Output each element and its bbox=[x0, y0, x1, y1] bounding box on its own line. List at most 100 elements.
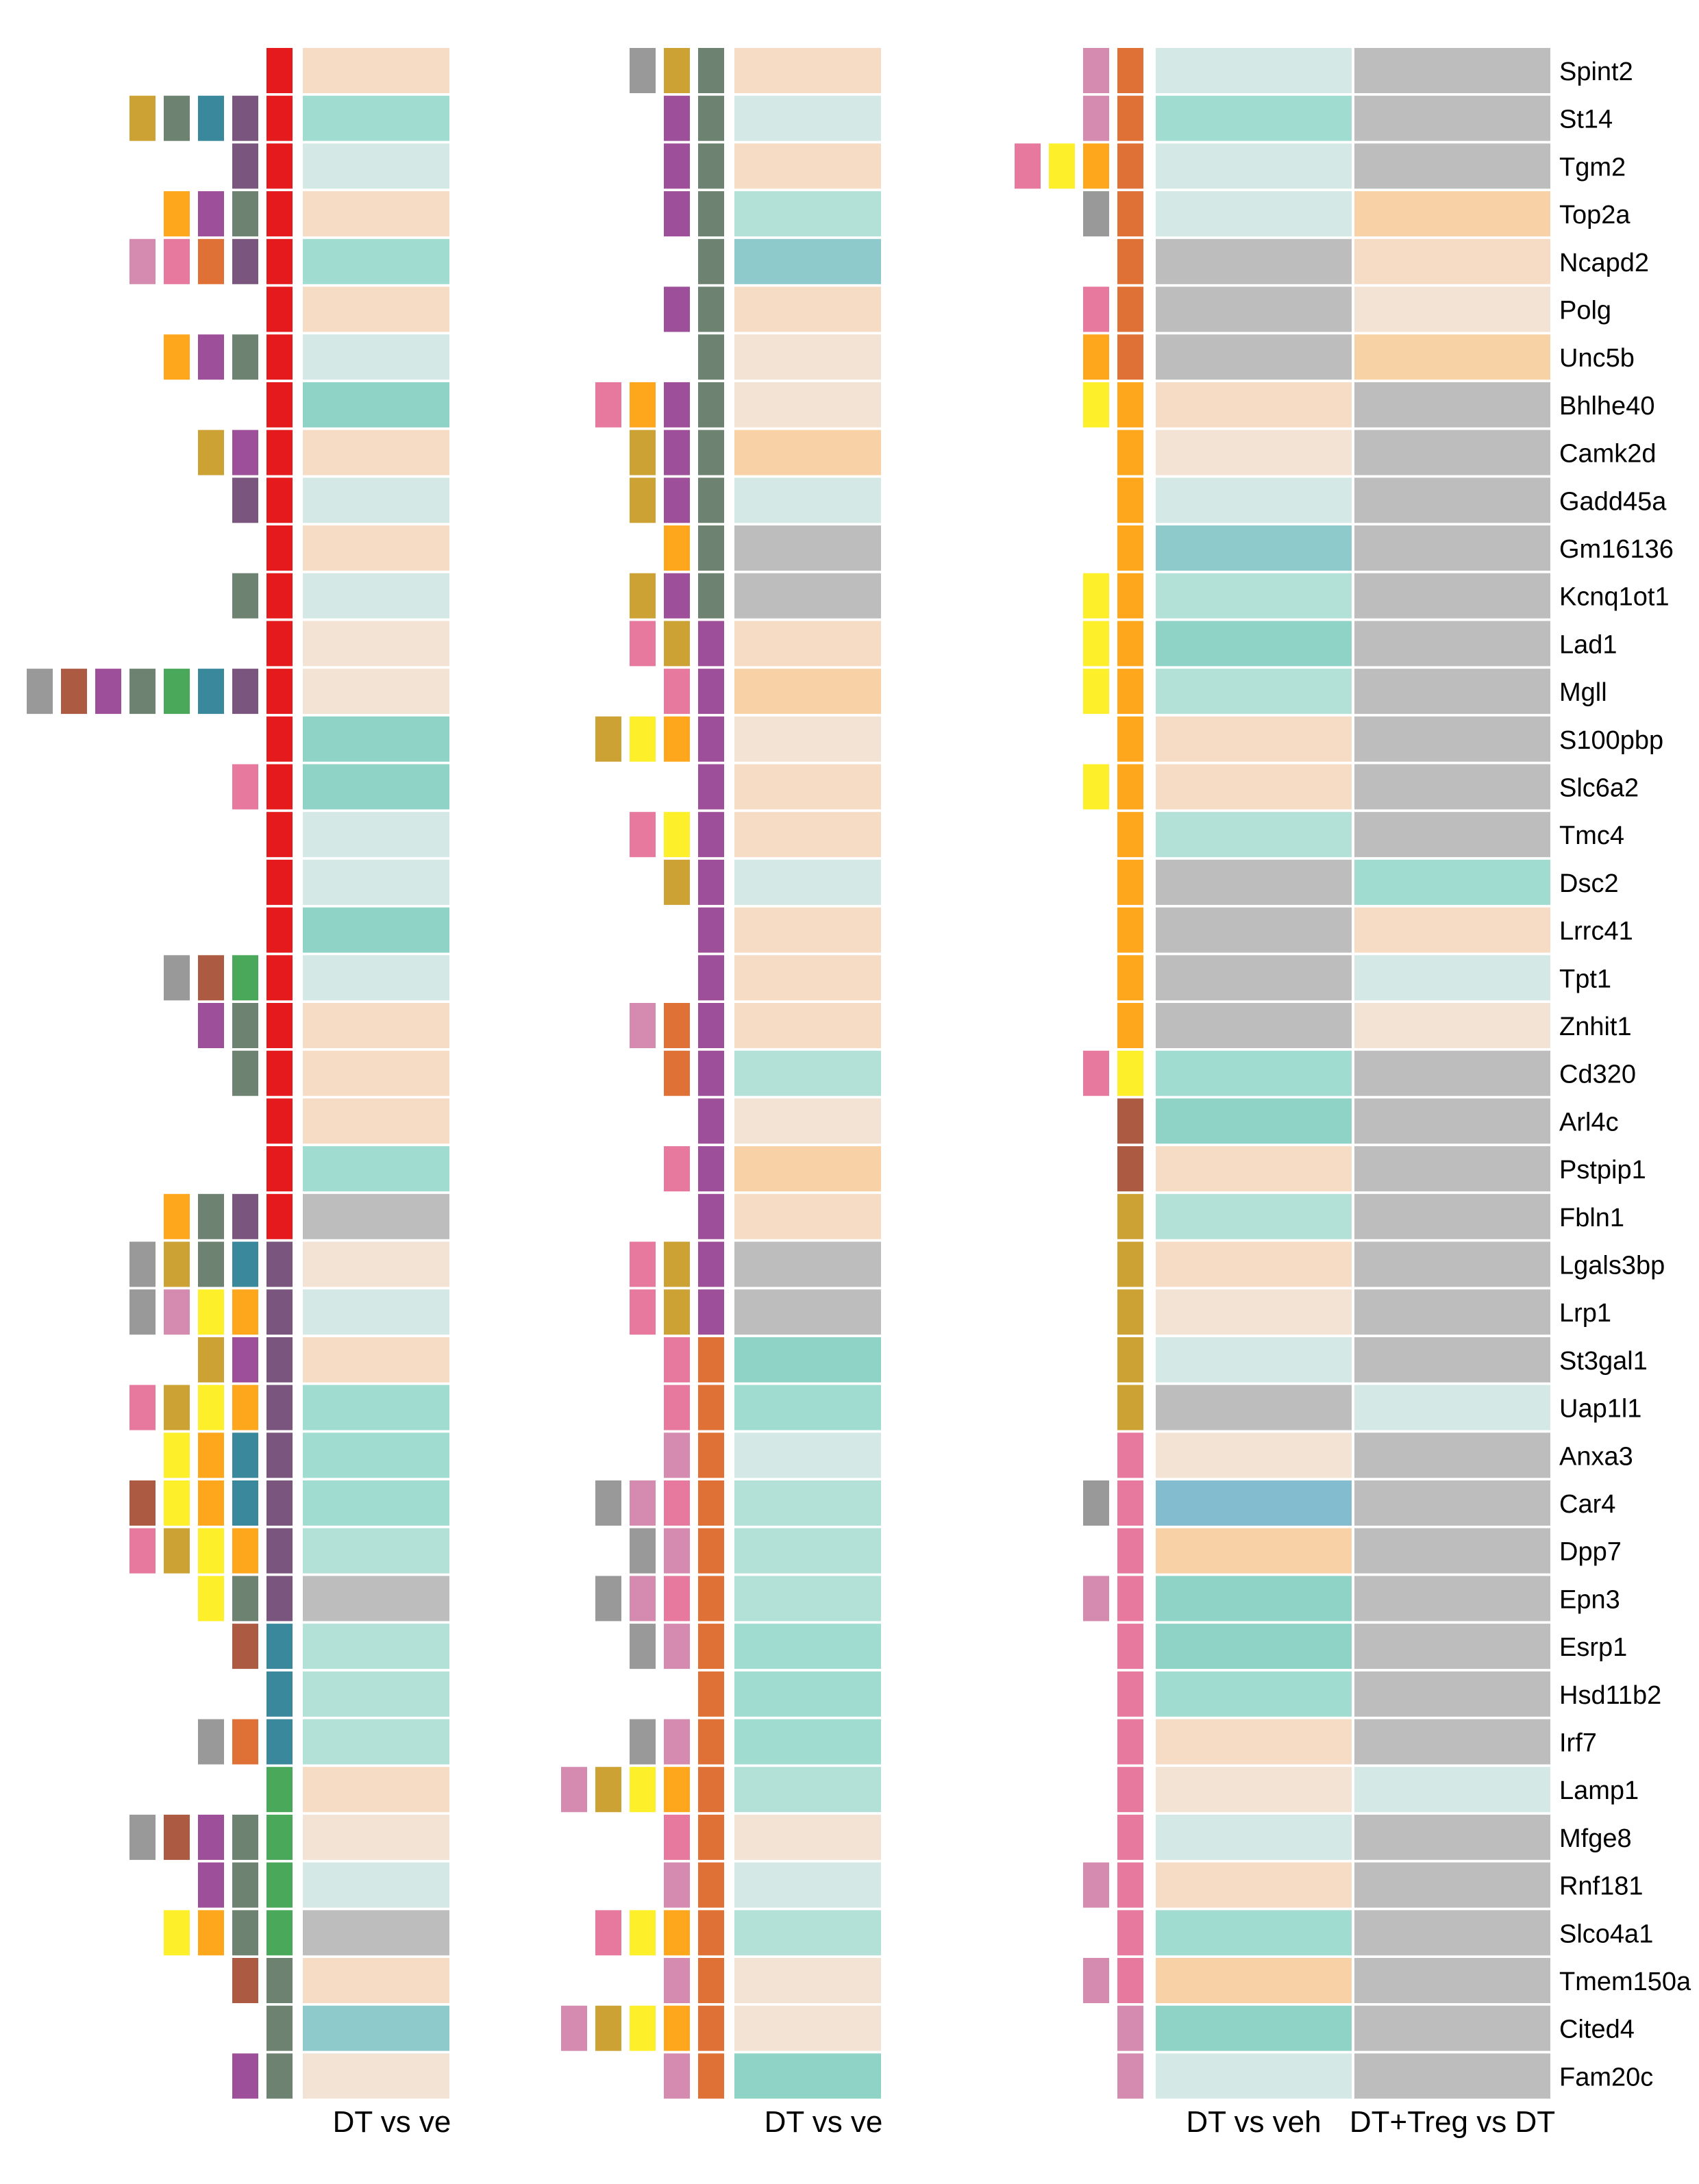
category-square bbox=[198, 1385, 224, 1430]
category-square bbox=[1083, 286, 1109, 332]
category-square bbox=[630, 716, 656, 762]
panel-1: DT vs ve bbox=[27, 48, 451, 2139]
category-square bbox=[1083, 764, 1109, 810]
category-square bbox=[664, 1576, 690, 1622]
category-square bbox=[664, 525, 690, 571]
heatmap-cell bbox=[1354, 477, 1550, 523]
category-square bbox=[266, 95, 293, 141]
heatmap-cell bbox=[734, 2005, 881, 2051]
category-square bbox=[232, 334, 258, 380]
heatmap-cell bbox=[1354, 669, 1550, 715]
category-square bbox=[698, 286, 724, 332]
heatmap-cell bbox=[1156, 1719, 1352, 1765]
category-square bbox=[232, 1814, 258, 1860]
heatmap-cell bbox=[1354, 1576, 1550, 1622]
heatmap-cell bbox=[303, 1003, 449, 1048]
category-square bbox=[595, 2005, 621, 2051]
category-square bbox=[164, 334, 190, 380]
x-axis-label: DT vs veh bbox=[1186, 2105, 1321, 2139]
heatmap-cell bbox=[303, 143, 449, 189]
panel-2: DT vs ve bbox=[561, 48, 882, 2139]
category-square bbox=[266, 955, 293, 1001]
heatmap-cell bbox=[734, 1767, 881, 1813]
category-square bbox=[1117, 1146, 1143, 1192]
heatmap-cell bbox=[1354, 525, 1550, 571]
heatmap-cell bbox=[1156, 1432, 1352, 1478]
category-square bbox=[266, 1003, 293, 1048]
category-square bbox=[266, 143, 293, 189]
category-square bbox=[1117, 143, 1143, 189]
heatmap-cell bbox=[1156, 1814, 1352, 1860]
heatmap-cell bbox=[1156, 1146, 1352, 1192]
heatmap-cell bbox=[734, 716, 881, 762]
category-square bbox=[232, 1385, 258, 1430]
category-square bbox=[164, 669, 190, 715]
category-square bbox=[698, 1050, 724, 1096]
heatmap-cell bbox=[734, 1671, 881, 1717]
heatmap-cell bbox=[1156, 382, 1352, 427]
heatmap-cell bbox=[1156, 764, 1352, 810]
category-square bbox=[630, 573, 656, 619]
row-label: Spint2 bbox=[1559, 58, 1633, 86]
row-label: Tmem150a bbox=[1559, 1968, 1691, 1996]
panel-3: DT vs veh DT+Treg vs DT bbox=[1015, 48, 1555, 2139]
heatmap-cell bbox=[1354, 1624, 1550, 1670]
heatmap-cell bbox=[1354, 286, 1550, 332]
category-square bbox=[198, 334, 224, 380]
category-square bbox=[664, 812, 690, 858]
category-square bbox=[164, 1528, 190, 1574]
heatmap-cell bbox=[1156, 573, 1352, 619]
row-label: Rnf181 bbox=[1559, 1872, 1644, 1901]
category-square bbox=[664, 382, 690, 427]
category-square bbox=[266, 1432, 293, 1478]
heatmap-cell bbox=[303, 1910, 449, 1956]
category-square bbox=[198, 1910, 224, 1956]
category-square bbox=[698, 1193, 724, 1239]
category-square bbox=[266, 1385, 293, 1430]
category-square bbox=[266, 2005, 293, 2051]
heatmap-cell bbox=[1156, 95, 1352, 141]
category-square bbox=[698, 573, 724, 619]
category-square bbox=[266, 334, 293, 380]
category-square bbox=[198, 1289, 224, 1335]
category-square bbox=[1117, 191, 1143, 237]
category-square bbox=[232, 955, 258, 1001]
heatmap-cell bbox=[1354, 1528, 1550, 1574]
heatmap-cell bbox=[303, 621, 449, 667]
heatmap-cell bbox=[303, 1050, 449, 1096]
category-square bbox=[698, 477, 724, 523]
category-square bbox=[698, 1480, 724, 1526]
category-square bbox=[1117, 859, 1143, 905]
category-square bbox=[698, 1624, 724, 1670]
category-square bbox=[164, 191, 190, 237]
heatmap-cell bbox=[734, 1528, 881, 1574]
heatmap-cell bbox=[734, 1146, 881, 1192]
category-square bbox=[1117, 716, 1143, 762]
heatmap-cell bbox=[734, 477, 881, 523]
category-square bbox=[266, 477, 293, 523]
category-square bbox=[630, 2005, 656, 2051]
category-square bbox=[698, 1432, 724, 1478]
category-square bbox=[664, 669, 690, 715]
heatmap-cell bbox=[1156, 1193, 1352, 1239]
category-square bbox=[1117, 238, 1143, 284]
category-square bbox=[266, 1910, 293, 1956]
category-square bbox=[61, 669, 87, 715]
category-square bbox=[232, 1862, 258, 1908]
row-label: Ncapd2 bbox=[1559, 249, 1649, 277]
category-square bbox=[630, 1528, 656, 1574]
category-square bbox=[266, 716, 293, 762]
heatmap-cell bbox=[1156, 286, 1352, 332]
category-square bbox=[698, 1337, 724, 1382]
category-square bbox=[698, 1528, 724, 1574]
heatmap-cell bbox=[1156, 2005, 1352, 2051]
category-square bbox=[129, 1814, 156, 1860]
category-square bbox=[232, 1050, 258, 1096]
category-square bbox=[698, 1910, 724, 1956]
category-square bbox=[698, 1241, 724, 1287]
heatmap-cell bbox=[1354, 430, 1550, 475]
heatmap-cell bbox=[303, 2053, 449, 2099]
category-square bbox=[164, 1193, 190, 1239]
category-square bbox=[266, 525, 293, 571]
